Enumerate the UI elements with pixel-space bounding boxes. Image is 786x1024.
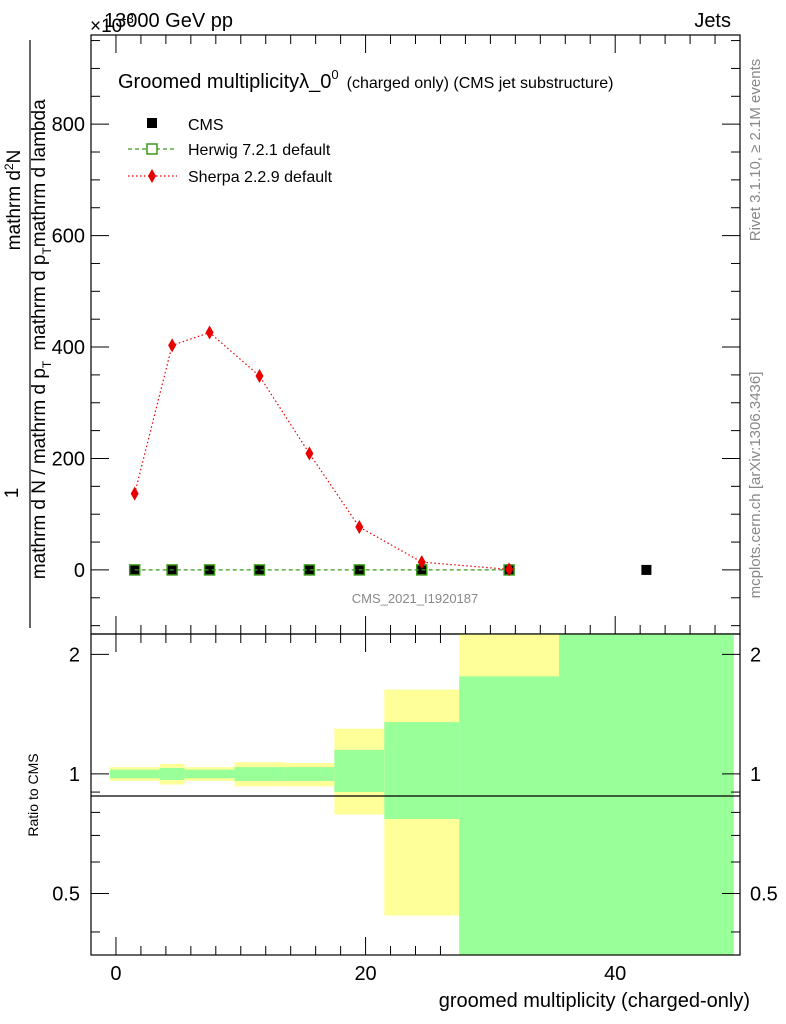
x-tick-label: 40 <box>604 963 626 985</box>
sherpa-point <box>417 555 426 570</box>
legend-cms-label: CMS <box>188 117 224 134</box>
cms-point <box>304 564 315 575</box>
ratio-bands <box>109 634 734 955</box>
y-tick-label: 800 <box>52 114 85 136</box>
ratio-y-tick-label-left: 2 <box>69 644 80 666</box>
cms-point <box>204 564 215 575</box>
sherpa-point <box>130 486 139 501</box>
ratio-band-green <box>184 769 235 779</box>
x-axis-label: groomed multiplicity (charged-only) <box>439 990 750 1012</box>
header-process: Jets <box>694 10 731 32</box>
legend-sherpa-marker <box>148 169 156 183</box>
header-energy: 13000 GeV pp <box>104 10 233 32</box>
legend-item-cms: CMS <box>147 117 224 134</box>
sherpa-point <box>355 520 364 535</box>
ratio-y-tick-label-right: 2 <box>750 644 761 666</box>
ratio-band-green <box>159 767 185 781</box>
herwig-point <box>128 564 141 576</box>
ratio-band-green <box>284 767 335 781</box>
x-tick-labels: 0 20 40 <box>110 963 626 985</box>
ratio-band-green <box>384 722 460 819</box>
sherpa-point <box>168 338 177 353</box>
legend-herwig-label: Herwig 7.2.1 default <box>188 142 331 159</box>
ratio-band-green <box>459 676 560 955</box>
series-herwig <box>128 564 515 576</box>
legend-sherpa-label: Sherpa 2.2.9 default <box>188 169 333 186</box>
analysis-watermark: CMS_2021_I1920187 <box>352 591 479 606</box>
exponent-label: ×10-3 <box>90 11 134 37</box>
x-tick-label: 0 <box>110 963 121 985</box>
svg-text:1: 1 <box>2 488 23 499</box>
ratio-y-tick-labels: 0.5 0.5 1 1 2 2 <box>52 644 778 905</box>
mcplots-label: mcplots.cern.ch [arXiv:1306.3436] <box>747 372 764 599</box>
herwig-point <box>353 564 366 576</box>
ratio-y-axis-label: Ratio to CMS <box>25 753 41 836</box>
legend-cms-marker <box>147 118 157 128</box>
svg-text:mathrm d2N: mathrm d2N <box>2 150 25 251</box>
y-tick-label: 0 <box>74 560 85 582</box>
cms-point <box>641 564 652 575</box>
svg-text:mathrm d N / mathrm d pT: mathrm d N / mathrm d pT <box>29 360 54 579</box>
legend: CMS Herwig 7.2.1 default Sherpa 2.2.9 de… <box>128 117 333 186</box>
cms-point <box>254 564 265 575</box>
svg-text:mathrm d pTmathrm d lambda: mathrm d pTmathrm d lambda <box>29 99 54 351</box>
herwig-point <box>303 564 316 576</box>
ratio-y-tick-label-left: 0.5 <box>52 883 80 905</box>
sherpa-point <box>305 446 314 461</box>
legend-herwig-marker <box>146 143 158 155</box>
sherpa-point <box>505 562 514 577</box>
ratio-y-tick-label-left: 1 <box>69 764 80 786</box>
ratio-band-green <box>334 749 385 793</box>
sherpa-line <box>134 331 510 570</box>
ratio-plot-frame <box>90 633 741 956</box>
ratio-axis-ticks <box>91 653 740 933</box>
sherpa-point <box>255 369 264 384</box>
cms-point <box>129 564 140 575</box>
ratio-y-tick-label-right: 0.5 <box>750 883 778 905</box>
herwig-point <box>166 564 178 576</box>
series-layer <box>128 325 652 577</box>
sherpa-point <box>205 325 214 340</box>
y-tick-label: 600 <box>52 226 85 248</box>
herwig-point <box>253 564 266 576</box>
main-y-tick-labels: 0 200 400 600 800 <box>52 114 85 582</box>
herwig-point <box>203 564 216 576</box>
ratio-band-green <box>109 769 160 779</box>
plot-title: Groomed multiplicityλ_00(charged only) (… <box>118 67 613 93</box>
ratio-band-green <box>234 767 285 781</box>
legend-item-sherpa: Sherpa 2.2.9 default <box>128 169 333 186</box>
y-axis-label: mathrm d2N mathrm d pTmathrm d lambda 1 … <box>2 40 54 628</box>
ratio-y-tick-label-right: 1 <box>750 764 761 786</box>
y-tick-label: 200 <box>52 448 85 470</box>
y-tick-label: 400 <box>52 337 85 359</box>
ratio-band-green <box>559 634 734 955</box>
series-sherpa <box>130 325 514 577</box>
legend-item-herwig: Herwig 7.2.1 default <box>128 142 331 159</box>
rivet-label: Rivet 3.1.10, ≥ 2.1M events <box>747 59 764 242</box>
x-tick-label: 20 <box>354 963 376 985</box>
